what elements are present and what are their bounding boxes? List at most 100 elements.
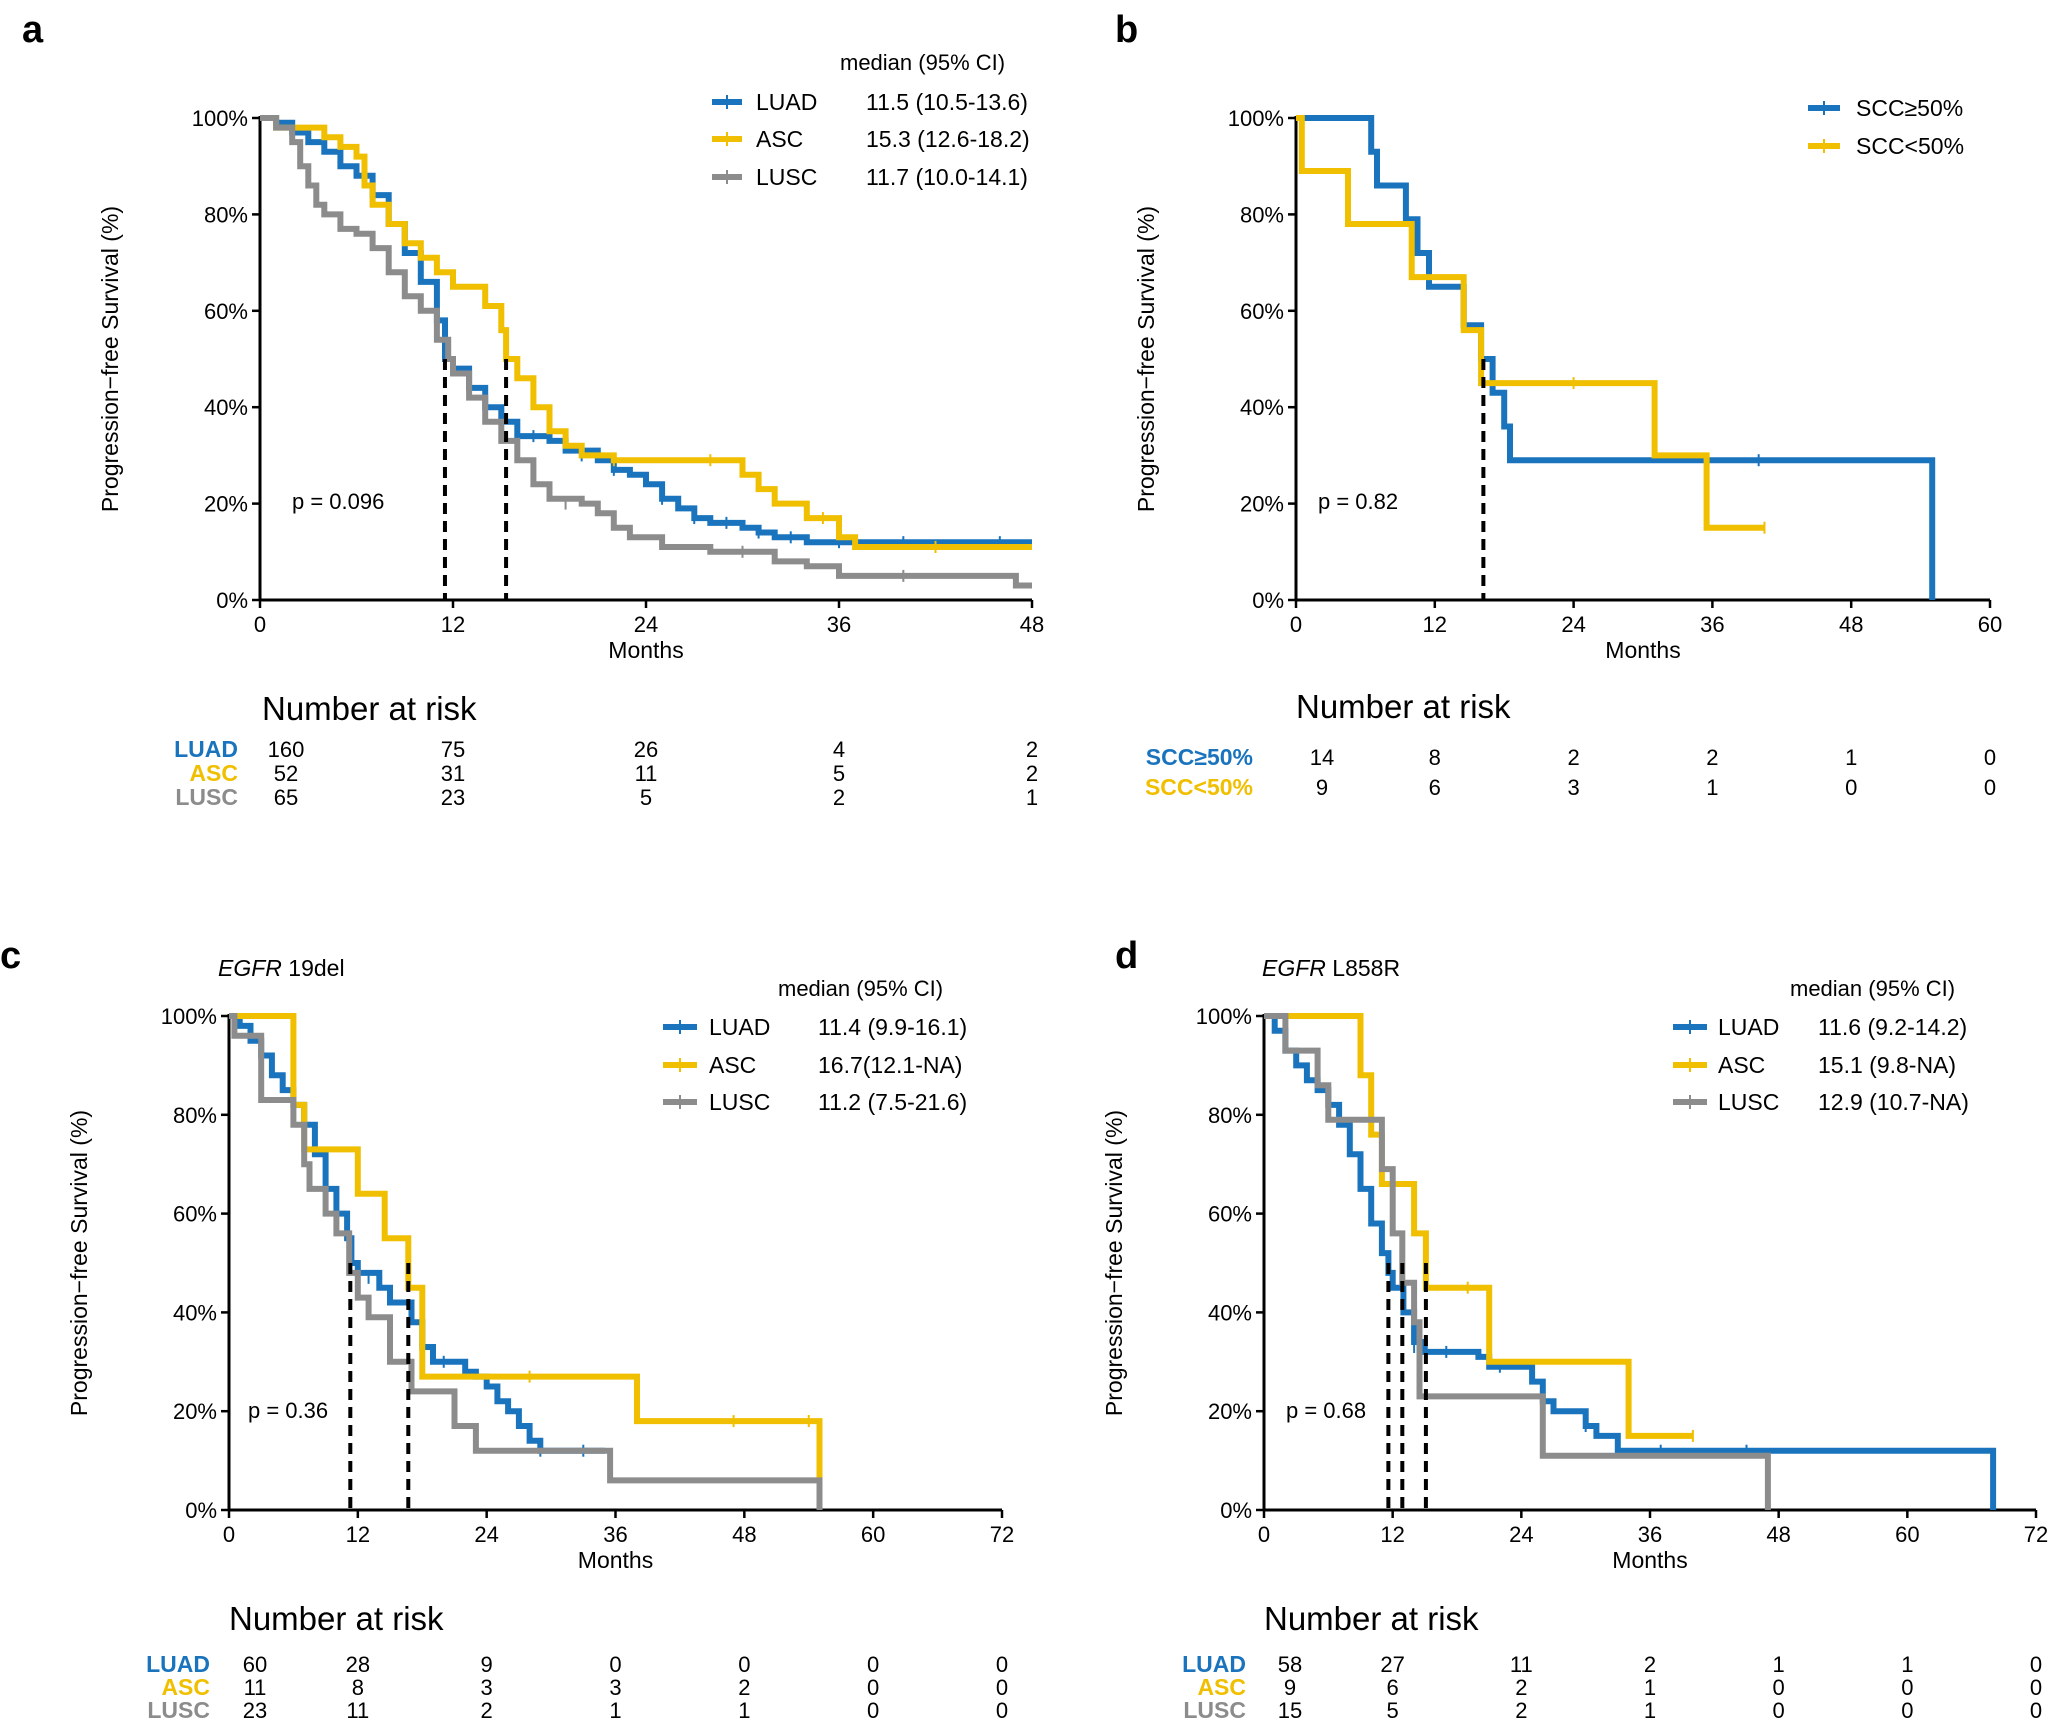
risk-table-title: Number at risk — [229, 1600, 444, 1637]
x-tick-label: 72 — [2024, 1522, 2048, 1547]
km-curve-LUSC — [1264, 1013, 1771, 1510]
risk-count: 3 — [481, 1675, 493, 1700]
risk-count: 160 — [268, 737, 305, 762]
risk-count: 0 — [2030, 1698, 2042, 1723]
legend-name: LUAD — [1718, 1014, 1779, 1040]
x-axis-label: Months — [608, 637, 683, 663]
risk-count: 58 — [1278, 1652, 1302, 1677]
risk-count: 2 — [1706, 745, 1718, 770]
legend-name: LUAD — [709, 1014, 770, 1040]
risk-count: 0 — [867, 1652, 879, 1677]
x-tick-label: 0 — [223, 1522, 235, 1547]
y-axis-label: Progression−free Survival (%) — [97, 206, 123, 512]
risk-count: 0 — [867, 1675, 879, 1700]
legend-title: median (95% CI) — [840, 50, 1005, 75]
x-axis-label: Months — [1605, 637, 1680, 663]
y-tick-label: 40% — [1208, 1300, 1252, 1325]
legend-title: median (95% CI) — [778, 976, 943, 1001]
y-tick-label: 80% — [1240, 202, 1284, 227]
risk-count: 2 — [1567, 745, 1579, 770]
y-tick-label: 60% — [1208, 1202, 1252, 1227]
risk-count: 0 — [1773, 1675, 1785, 1700]
km-curve-ASC — [260, 115, 1032, 550]
risk-count: 2 — [481, 1698, 493, 1723]
x-tick-label: 48 — [732, 1522, 756, 1547]
x-tick-label: 48 — [1839, 612, 1863, 637]
p-value: p = 0.68 — [1286, 1398, 1366, 1423]
panel-letter: c — [0, 935, 21, 977]
y-tick-label: 20% — [1240, 492, 1284, 517]
legend-value: 15.3 (12.6-18.2) — [866, 126, 1030, 152]
km-curve-LUAD — [260, 115, 1032, 546]
risk-count: 1 — [1901, 1652, 1913, 1677]
km-curve-SCC≥50% — [1296, 115, 1936, 600]
risk-count: 0 — [609, 1652, 621, 1677]
risk-count: 60 — [243, 1652, 267, 1677]
y-tick-label: 20% — [173, 1399, 217, 1424]
legend-title: median (95% CI) — [1790, 976, 1955, 1001]
x-tick-label: 72 — [990, 1522, 1014, 1547]
x-tick-label: 0 — [1258, 1522, 1270, 1547]
legend-name: ASC — [709, 1052, 756, 1078]
risk-count: 11 — [635, 761, 658, 786]
x-tick-label: 36 — [1700, 612, 1724, 637]
p-value: p = 0.096 — [292, 489, 384, 514]
x-tick-label: 36 — [827, 612, 851, 637]
x-axis-label: Months — [1612, 1547, 1687, 1573]
y-tick-label: 80% — [204, 202, 248, 227]
legend-name: SCC<50% — [1856, 133, 1964, 159]
risk-count: 9 — [1284, 1675, 1296, 1700]
risk-count: 0 — [1901, 1698, 1913, 1723]
y-tick-label: 40% — [1240, 395, 1284, 420]
risk-count: 26 — [634, 737, 658, 762]
x-tick-label: 36 — [603, 1522, 627, 1547]
subtitle-variant: 19del — [282, 955, 345, 981]
panel-subtitle: EGFR 19del — [218, 955, 345, 981]
risk-count: 0 — [1984, 775, 1996, 800]
x-tick-label: 12 — [1423, 612, 1447, 637]
x-tick-label: 24 — [474, 1522, 498, 1547]
risk-count: 5 — [1387, 1698, 1399, 1723]
risk-count: 8 — [352, 1675, 364, 1700]
subtitle-gene: EGFR — [1262, 955, 1326, 981]
y-tick-label: 100% — [192, 106, 248, 131]
risk-count: 0 — [996, 1675, 1008, 1700]
legend-name: LUSC — [756, 164, 817, 190]
risk-count: 9 — [1316, 775, 1328, 800]
risk-count: 23 — [441, 785, 465, 810]
legend-name: LUAD — [756, 89, 817, 115]
y-tick-label: 0% — [1252, 588, 1284, 613]
y-tick-label: 100% — [1228, 106, 1284, 131]
legend-name: LUSC — [709, 1089, 770, 1115]
risk-count: 75 — [441, 737, 465, 762]
risk-count: 1 — [1773, 1652, 1785, 1677]
risk-count: 1 — [1644, 1675, 1656, 1700]
risk-count: 2 — [1026, 737, 1038, 762]
risk-count: 11 — [244, 1675, 267, 1700]
risk-count: 28 — [346, 1652, 370, 1677]
risk-count: 1 — [738, 1698, 750, 1723]
risk-count: 11 — [346, 1698, 369, 1723]
risk-count: 2 — [1515, 1675, 1527, 1700]
y-axis-label: Progression−free Survival (%) — [1101, 1110, 1127, 1416]
panel-subtitle: EGFR L858R — [1262, 955, 1400, 981]
x-axis-label: Months — [578, 1547, 653, 1573]
y-tick-label: 80% — [173, 1103, 217, 1128]
risk-row-label: LUSC — [147, 1697, 210, 1723]
risk-count: 65 — [274, 785, 298, 810]
legend-name: ASC — [1718, 1052, 1765, 1078]
legend-value: 11.7 (10.0-14.1) — [866, 164, 1028, 190]
km-curve-ASC — [229, 1013, 823, 1510]
risk-count: 0 — [1901, 1675, 1913, 1700]
risk-count: 8 — [1429, 745, 1441, 770]
x-tick-label: 48 — [1020, 612, 1044, 637]
panel-letter: b — [1115, 9, 1138, 51]
risk-table-title: Number at risk — [1264, 1600, 1479, 1637]
y-tick-label: 80% — [1208, 1103, 1252, 1128]
km-curve-LUAD — [229, 1013, 605, 1454]
legend-value: 11.6 (9.2-14.2) — [1818, 1014, 1967, 1040]
risk-row-label: LUAD — [146, 1651, 210, 1677]
